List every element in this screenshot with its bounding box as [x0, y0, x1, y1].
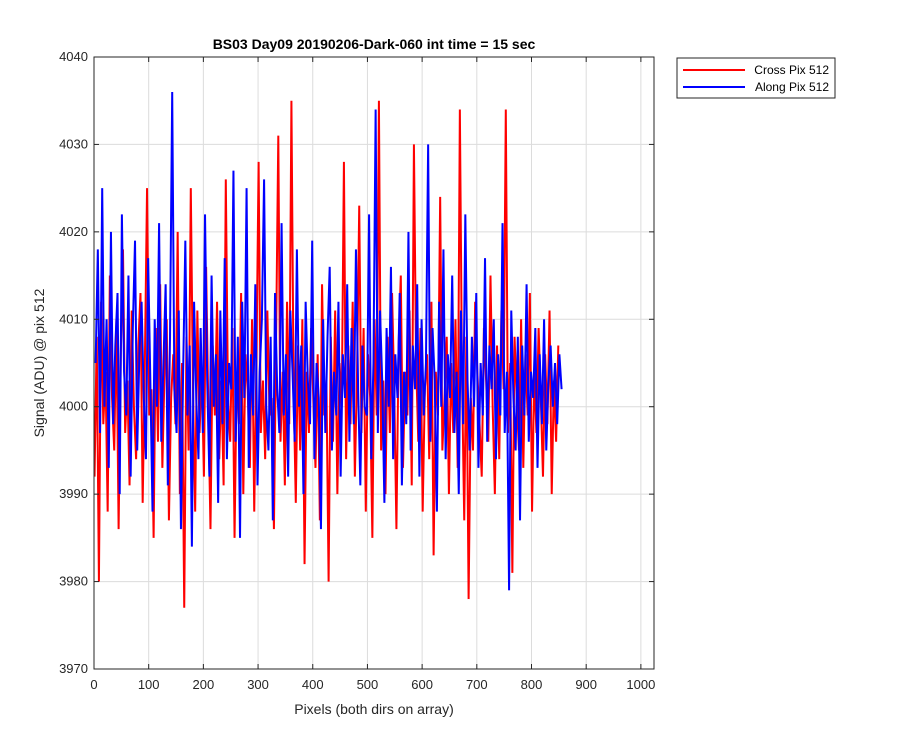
y-tick-label: 4010 [59, 311, 88, 326]
x-tick-label: 0 [90, 677, 97, 692]
y-tick-label: 4030 [59, 136, 88, 151]
series-group [93, 91, 563, 608]
x-axis-label: Pixels (both dirs on array) [294, 701, 454, 717]
y-tick-label: 3970 [59, 661, 88, 676]
y-tick-label: 3980 [59, 574, 88, 589]
plot-frame [93, 56, 655, 670]
legend-box [676, 57, 836, 99]
y-tick-label: 4040 [59, 49, 88, 64]
legend: Cross Pix 512 Along Pix 512 [676, 57, 836, 99]
chart-title: BS03 Day09 20190206-Dark-060 int time = … [213, 36, 536, 52]
x-tick-label: 1000 [626, 677, 655, 692]
y-tick-label: 4000 [59, 399, 88, 414]
x-tick-label: 700 [466, 677, 488, 692]
tick-labels: 0 100 200 300 400 500 600 700 800 900 1000 3970 3980… [59, 49, 655, 692]
series-line-along-pix-512 [94, 91, 563, 591]
x-tick-label: 800 [521, 677, 543, 692]
y-tick-label: 3990 [59, 486, 88, 501]
legend-label-along: Along Pix 512 [755, 80, 829, 94]
x-tick-label: 600 [411, 677, 433, 692]
x-tick-label: 400 [302, 677, 324, 692]
x-tick-label: 500 [357, 677, 379, 692]
legend-label-cross: Cross Pix 512 [754, 63, 829, 77]
x-tick-label: 900 [575, 677, 597, 692]
x-tick-label: 100 [138, 677, 160, 692]
y-axis-label: Signal (ADU) @ pix 512 [31, 288, 47, 437]
x-tick-label: 300 [247, 677, 269, 692]
tick-marks [93, 56, 654, 670]
y-tick-label: 4020 [59, 224, 88, 239]
x-tick-label: 200 [193, 677, 215, 692]
